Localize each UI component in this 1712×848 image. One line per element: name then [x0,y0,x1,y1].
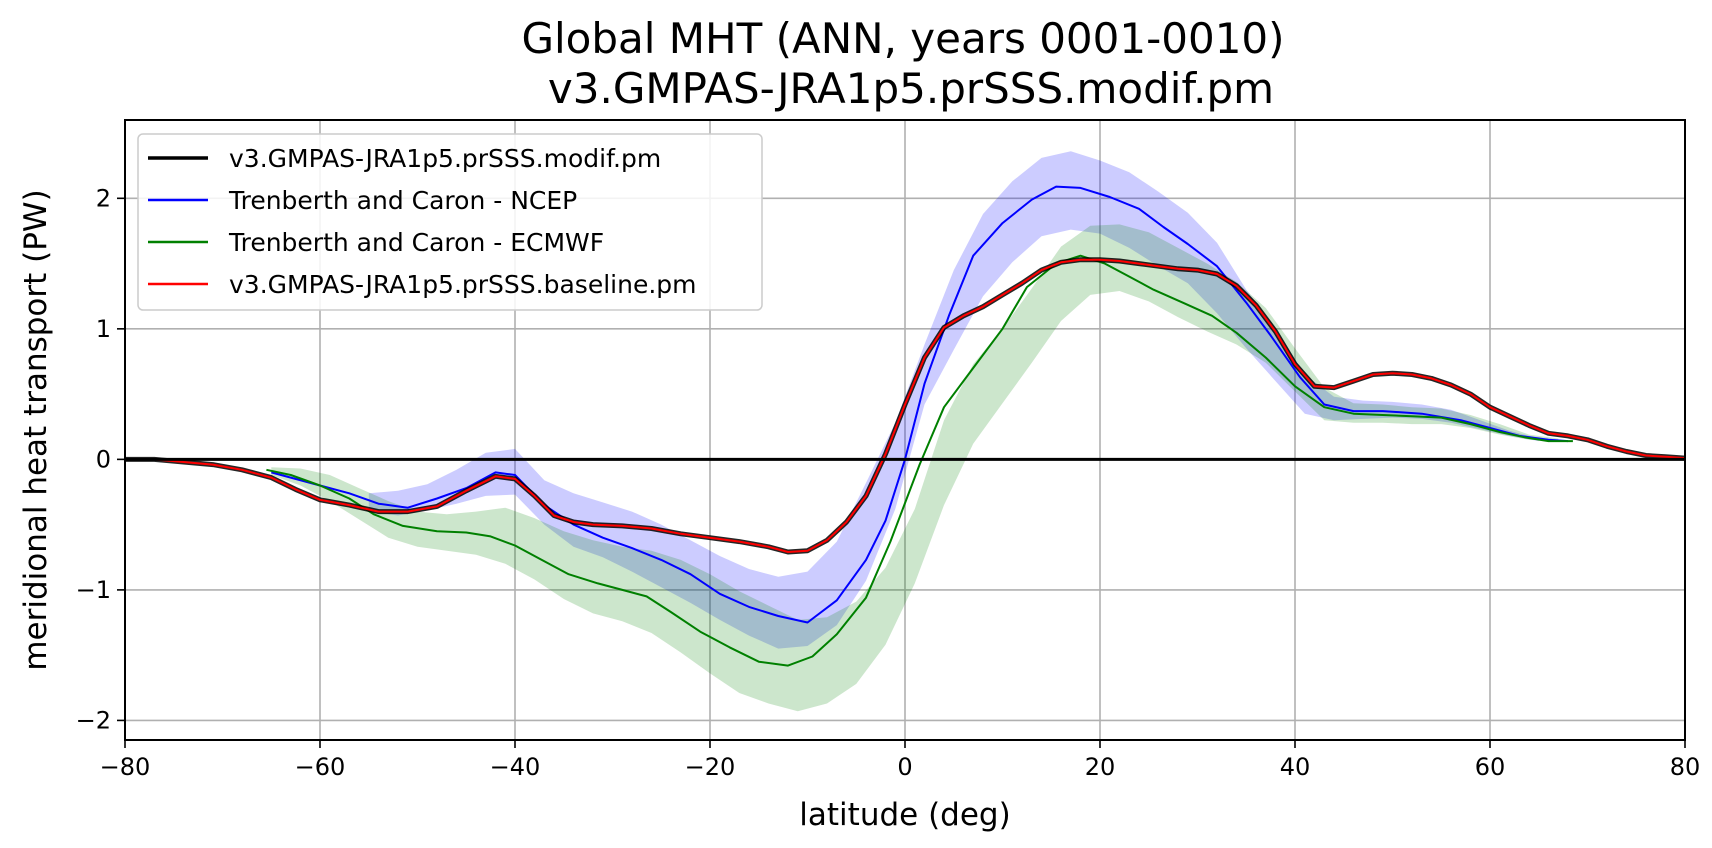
x-tick-label: −80 [100,753,151,781]
x-tick-label: −40 [490,753,541,781]
band-ncep-uncertainty [368,151,1539,649]
data-lines [125,185,1686,667]
legend-label: Trenberth and Caron - ECMWF [228,228,604,257]
series-line-trenberth-and-caron-ncep [271,185,1569,624]
legend: v3.GMPAS-JRA1p5.prSSS.modif.pm Trenberth … [137,133,763,311]
uncertainty-bands [271,151,1559,712]
x-tick-label: −20 [685,753,736,781]
chart-subtitle: v3.GMPAS-JRA1p5.prSSS.modif.pm [548,64,1274,113]
x-tick-label: 80 [1670,753,1701,781]
y-tick-label: 1 [96,315,111,343]
y-tick-label: −2 [76,706,111,734]
x-tick-label: 20 [1085,753,1116,781]
series-line-v3-gmpas-jra1p5-prsss-baseline-pm [125,258,1686,553]
legend-label: v3.GMPAS-JRA1p5.prSSS.baseline.pm [229,270,697,299]
series-line-trenberth-and-caron-ecmwf [266,254,1573,667]
x-tick-label: 0 [897,753,912,781]
y-axis-label: meridional heat transport (PW) [18,189,54,670]
x-axis-label: latitude (deg) [799,797,1010,833]
chart-title: Global MHT (ANN, years 0001-0010) [521,14,1284,63]
y-tick-label: 0 [96,445,111,473]
x-tick-label: 60 [1475,753,1506,781]
legend-label: Trenberth and Caron - NCEP [228,186,577,215]
x-tick-label: 40 [1280,753,1311,781]
axis-ticks: −80 −60 −40 −20 0 20 40 60 80 −2 −1 0 1 2 [76,184,1701,781]
legend-label: v3.GMPAS-JRA1p5.prSSS.modif.pm [229,144,661,173]
x-tick-label: −60 [295,753,346,781]
band-ecmwf-uncertainty [271,224,1559,712]
legend-box [137,133,763,311]
y-tick-label: −1 [76,576,111,604]
y-tick-label: 2 [96,184,111,212]
